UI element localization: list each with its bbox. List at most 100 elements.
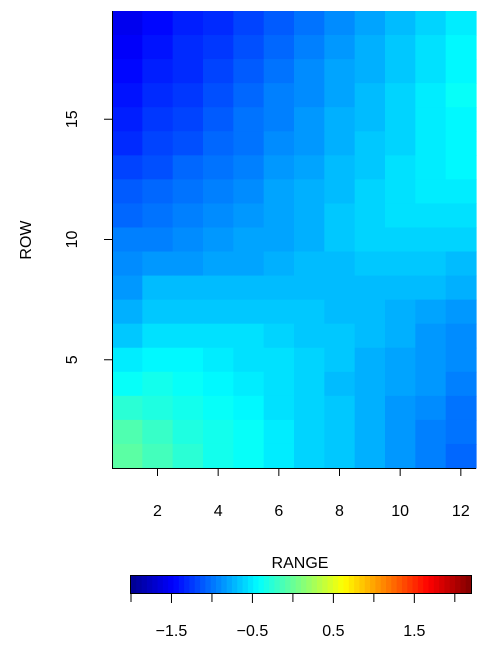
x-tick-label: 8 <box>335 503 344 520</box>
heat-cell-r10-c11 <box>415 227 447 253</box>
heat-cell-r18-c3 <box>172 35 204 60</box>
heat-cell-r4-c4 <box>203 371 234 397</box>
colorbar-swatch <box>401 576 408 593</box>
heat-cell-r7-c12 <box>445 299 477 325</box>
heat-cell-r11-c5 <box>233 203 265 229</box>
heat-cell-r12-c8 <box>324 179 356 205</box>
heat-cell-r3-c8 <box>324 395 356 421</box>
heat-cell-r8-c2 <box>142 275 174 301</box>
heat-cell-r10-c8 <box>324 227 356 253</box>
colorbar-swatch <box>274 576 281 593</box>
heat-cell-r13-c5 <box>233 155 265 180</box>
heat-cell-r15-c12 <box>445 107 477 132</box>
heat-cell-r1-c2 <box>142 443 174 469</box>
colorbar-swatch <box>189 576 196 593</box>
colorbar-swatch <box>178 576 185 593</box>
heat-cell-r18-c10 <box>385 35 416 60</box>
heat-cell-r8-c4 <box>203 275 234 301</box>
heat-cell-r12-c9 <box>354 179 386 205</box>
heat-cell-r10-c1 <box>112 227 143 253</box>
heat-cell-r4-c1 <box>112 371 143 397</box>
colorbar-swatch <box>343 576 350 593</box>
heat-cell-r2-c10 <box>385 419 416 445</box>
colorbar-swatch <box>327 576 334 593</box>
colorbar-swatch <box>205 576 212 593</box>
heat-cell-r19-c4 <box>203 11 234 36</box>
heat-cell-r3-c4 <box>203 395 234 421</box>
heat-cell-r19-c7 <box>294 11 325 36</box>
heat-cell-r18-c6 <box>263 35 295 60</box>
heat-cell-r7-c2 <box>142 299 174 325</box>
heat-cell-r15-c7 <box>294 107 325 132</box>
x-tick-label: 12 <box>452 503 470 520</box>
colorbar-swatch <box>194 576 201 593</box>
colorbar-swatch <box>460 576 467 593</box>
heat-cell-r13-c1 <box>112 155 143 180</box>
colorbar-swatch <box>338 576 345 593</box>
colorbar-swatch <box>247 576 254 593</box>
heat-cell-r8-c5 <box>233 275 265 301</box>
heat-cell-r19-c11 <box>415 11 447 36</box>
colorbar-swatch <box>348 576 355 593</box>
heat-cell-r7-c7 <box>294 299 325 325</box>
heat-cell-r7-c1 <box>112 299 143 325</box>
colorbar-gradient <box>131 576 472 593</box>
heat-cell-r17-c8 <box>324 59 356 84</box>
heat-cell-r5-c1 <box>112 347 143 373</box>
heat-cell-r1-c1 <box>112 443 143 469</box>
heat-cell-r16-c11 <box>415 83 447 108</box>
heat-cell-r2-c4 <box>203 419 234 445</box>
heat-cell-r4-c7 <box>294 371 325 397</box>
colorbar-swatch <box>263 576 270 593</box>
heat-cell-r13-c2 <box>142 155 174 180</box>
heat-cell-r18-c12 <box>445 35 477 60</box>
heat-cell-r5-c5 <box>233 347 265 373</box>
colorbar-swatch <box>221 576 228 593</box>
heat-cell-r7-c11 <box>415 299 447 325</box>
heat-cell-r7-c10 <box>385 299 416 325</box>
colorbar-swatch <box>258 576 265 593</box>
heat-cell-r16-c6 <box>263 83 295 108</box>
heat-cell-r13-c3 <box>172 155 204 180</box>
heat-cell-r6-c3 <box>172 323 204 349</box>
heat-cell-r17-c4 <box>203 59 234 84</box>
heat-cell-r18-c5 <box>233 35 265 60</box>
heat-cell-r11-c10 <box>385 203 416 229</box>
heat-cell-r13-c10 <box>385 155 416 180</box>
heat-cell-r16-c9 <box>354 83 386 108</box>
heat-cell-r3-c3 <box>172 395 204 421</box>
heat-cell-r5-c8 <box>324 347 356 373</box>
heat-cell-r19-c6 <box>263 11 295 36</box>
heat-cell-r3-c10 <box>385 395 416 421</box>
colorbar-swatch <box>391 576 398 593</box>
heat-cell-r2-c11 <box>415 419 447 445</box>
heat-cell-r12-c1 <box>112 179 143 205</box>
heat-cell-r14-c8 <box>324 131 356 156</box>
colorbar-tick-label: 0.5 <box>322 623 344 640</box>
heat-cell-r10-c3 <box>172 227 204 253</box>
heat-cell-r6-c4 <box>203 323 234 349</box>
heat-cell-r14-c3 <box>172 131 204 156</box>
heat-cell-r8-c8 <box>324 275 356 301</box>
heat-cell-r5-c11 <box>415 347 447 373</box>
heat-cell-r7-c3 <box>172 299 204 325</box>
heat-cell-r16-c4 <box>203 83 234 108</box>
heat-cell-r4-c10 <box>385 371 416 397</box>
colorbar-swatch <box>146 576 153 593</box>
heat-cell-r18-c8 <box>324 35 356 60</box>
heat-cell-r3-c5 <box>233 395 265 421</box>
heat-cell-r17-c1 <box>112 59 143 84</box>
heat-cell-r9-c11 <box>415 251 447 277</box>
heat-cell-r4-c6 <box>263 371 295 397</box>
colorbar-swatch <box>322 576 329 593</box>
heatmap-cells <box>112 11 477 469</box>
colorbar-frame <box>130 575 472 594</box>
colorbar-swatch <box>386 576 392 593</box>
heat-cell-r15-c5 <box>233 107 265 132</box>
heat-cell-r8-c6 <box>263 275 295 301</box>
heat-cell-r8-c7 <box>294 275 325 301</box>
x-tick-label: 4 <box>214 503 223 520</box>
heat-cell-r4-c12 <box>445 371 477 397</box>
heat-cell-r10-c7 <box>294 227 325 253</box>
y-tick-label: 15 <box>64 110 81 128</box>
